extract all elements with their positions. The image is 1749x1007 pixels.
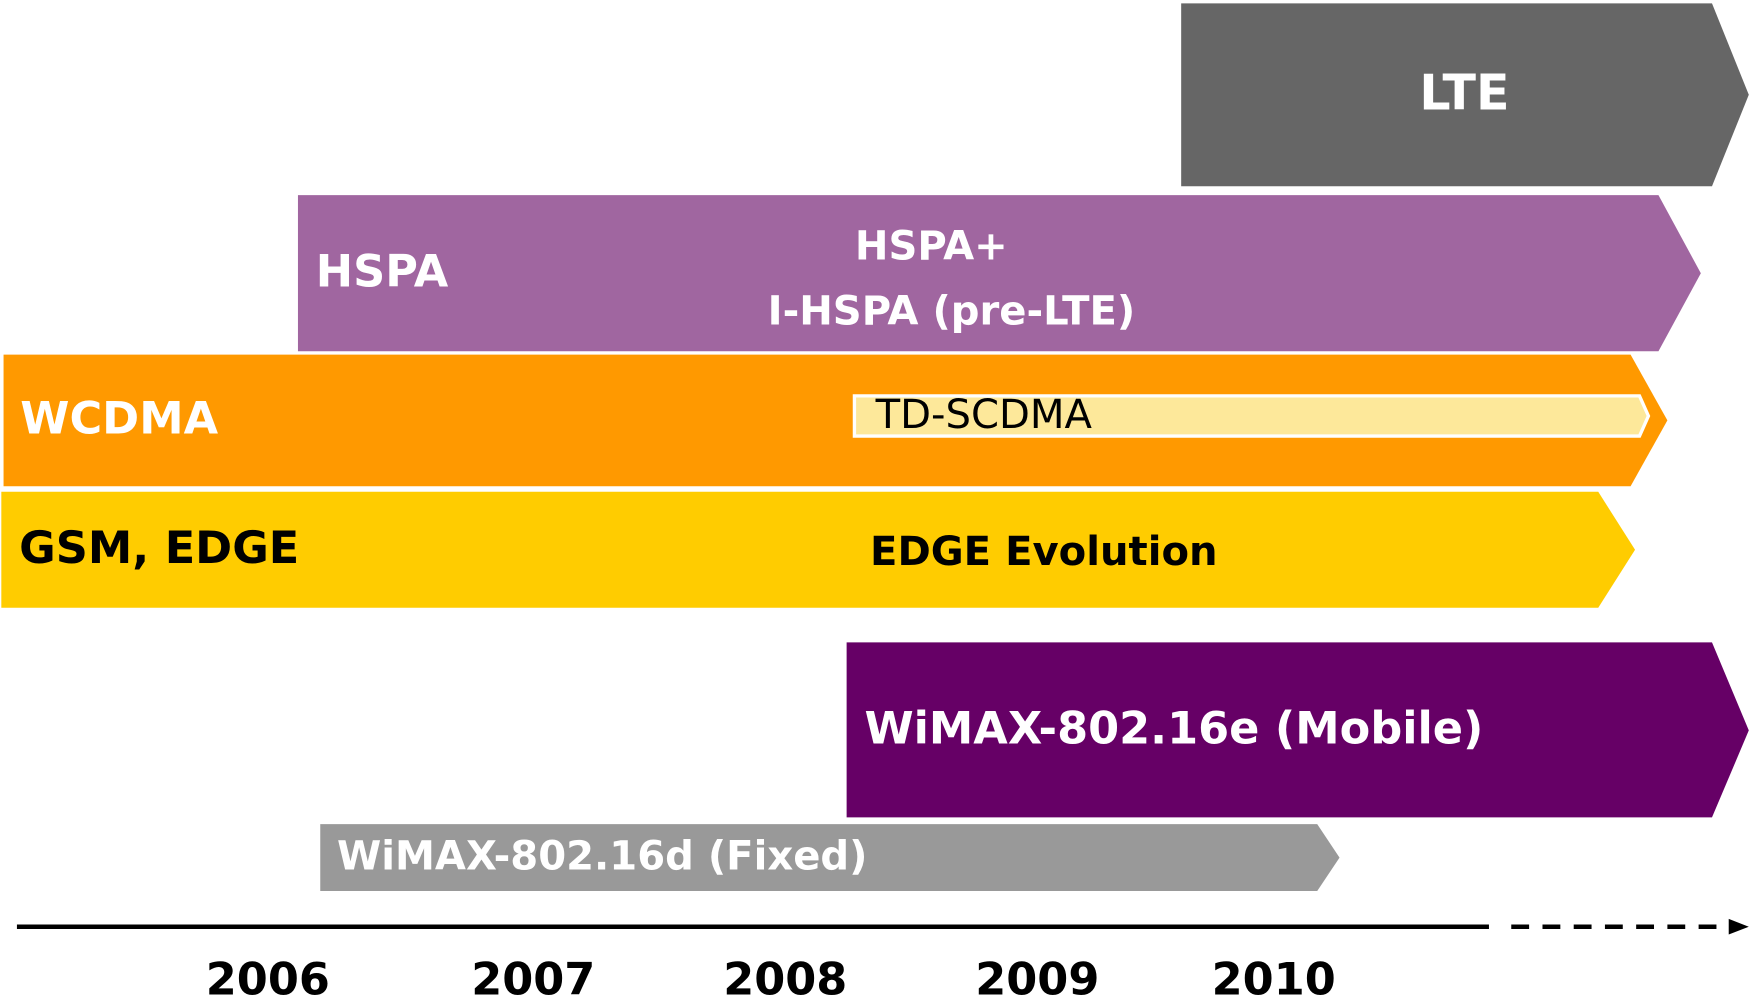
year-label: 2007: [471, 953, 595, 1005]
year-label: 2008: [723, 953, 847, 1005]
lte-bar: [1181, 3, 1749, 187]
year-label: 2006: [206, 953, 330, 1005]
wimax-mobile-bar: [846, 642, 1749, 818]
wimax-fixed-bar: [320, 824, 1340, 892]
hspa-bar: [297, 195, 1701, 352]
bar-label: WiMAX-802.16d (Fixed): [337, 834, 868, 880]
bar-label: GSM, EDGE: [19, 522, 299, 574]
bar-label: LTE: [1419, 63, 1509, 121]
wcdma-bar: [3, 354, 1668, 487]
year-label: 2009: [975, 953, 1099, 1005]
bar-label: I-HSPA (pre-LTE): [768, 288, 1136, 334]
bar-label: HSPA+: [855, 224, 1008, 270]
bar-label: WiMAX-802.16e (Mobile): [864, 703, 1483, 755]
bar-label: TD-SCDMA: [875, 392, 1093, 438]
bar-label: EDGE Evolution: [870, 529, 1218, 575]
gsm-bar: [1, 491, 1636, 608]
bar-label: HSPA: [316, 245, 449, 297]
axis-arrow: [1728, 918, 1749, 935]
td-scdma-bar: [852, 394, 1651, 438]
year-label: 2010: [1212, 953, 1336, 1005]
bar-label: WCDMA: [20, 393, 218, 445]
